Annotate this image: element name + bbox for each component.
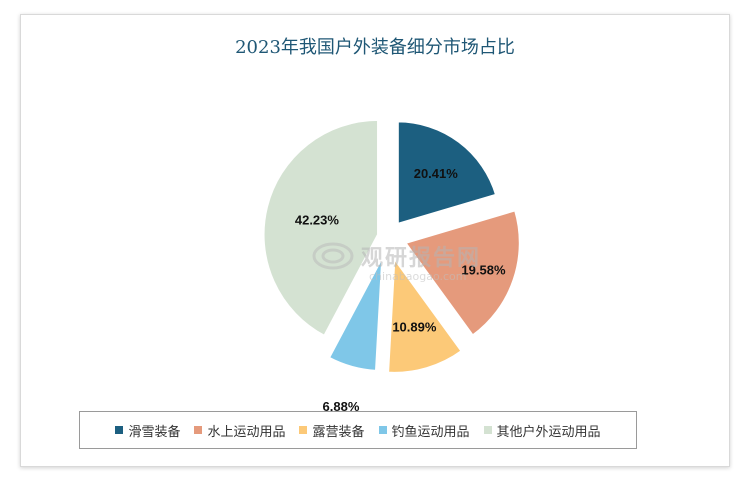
pie-slices — [262, 118, 522, 375]
legend-swatch — [378, 426, 387, 434]
pie-slice — [402, 208, 522, 338]
legend-swatch — [483, 426, 492, 434]
legend-swatch — [299, 426, 308, 434]
pie-slice — [396, 119, 498, 226]
pie-slice — [327, 255, 384, 373]
legend-item: 滑雪装备 — [115, 421, 180, 440]
legend-label: 钓鱼运动用品 — [391, 424, 470, 440]
legend-label: 水上运动用品 — [207, 424, 286, 440]
data-label: 19.58% — [461, 262, 506, 277]
data-label: 20.41% — [414, 166, 459, 181]
legend-label: 滑雪装备 — [128, 424, 181, 440]
legend-swatch — [194, 426, 203, 434]
legend-swatch — [115, 426, 124, 434]
legend-item: 钓鱼运动用品 — [378, 421, 470, 440]
chart-title: 2023年我国户外装备细分市场占比 — [235, 37, 515, 58]
data-label: 6.88% — [323, 399, 360, 414]
legend-item: 露营装备 — [299, 421, 365, 440]
pie-slice — [262, 118, 380, 338]
pie-chart: 20.41% 19.58% 10.89% 6.88% 42.23% — [262, 118, 522, 414]
legend-label: 其他户外运动用品 — [496, 424, 601, 440]
data-label: 10.89% — [392, 319, 437, 334]
legend-label: 露营装备 — [312, 424, 365, 440]
legend-item: 水上运动用品 — [194, 421, 285, 440]
pie-slice — [386, 254, 464, 375]
data-label: 42.23% — [295, 212, 340, 227]
chart-frame: 2023年我国户外装备细分市场占比 20.41% 19.58% 10.89% 6.88… — [20, 14, 730, 467]
legend-item: 其他户外运动用品 — [483, 421, 601, 440]
pie-labels: 20.41% 19.58% 10.89% 6.88% 42.23% — [295, 166, 506, 414]
legend: 滑雪装备 水上运动用品 露营装备 钓鱼运动用品 其他户外运动用品 — [79, 411, 637, 449]
